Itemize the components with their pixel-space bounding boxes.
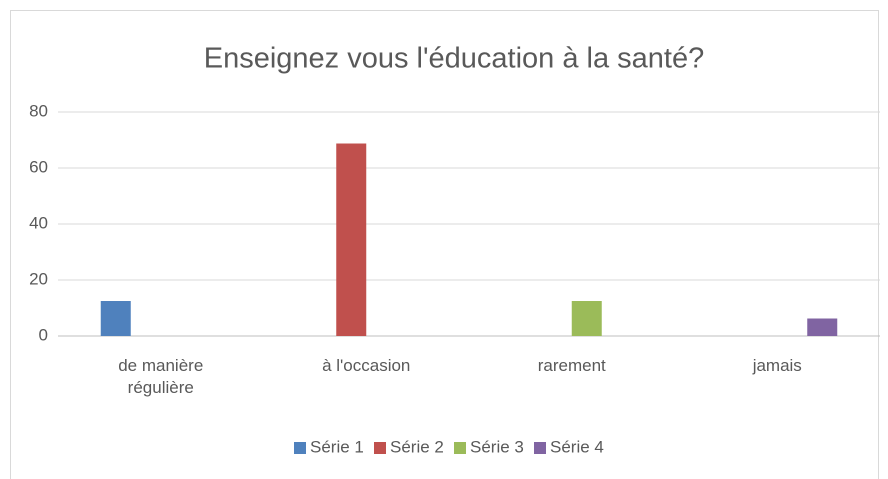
bar — [807, 318, 838, 336]
legend-swatch — [374, 442, 386, 454]
legend-label: Série 2 — [390, 437, 444, 456]
x-tick-label: à l'occasion — [322, 356, 411, 375]
bar — [571, 301, 602, 336]
legend-swatch — [454, 442, 466, 454]
bar — [336, 143, 367, 336]
x-tick-label: de manière régulière — [118, 356, 204, 397]
legend-swatch — [534, 442, 546, 454]
bar — [100, 301, 131, 336]
x-tick-label: rarement — [537, 356, 606, 375]
y-tick-label: 80 — [29, 101, 48, 120]
legend-label: Série 3 — [470, 437, 524, 456]
chart-title: Enseignez vous l'éducation à la santé? — [204, 43, 705, 75]
legend-label: Série 4 — [550, 437, 604, 456]
y-tick-label: 0 — [39, 325, 48, 344]
y-tick-label: 40 — [29, 213, 48, 232]
x-tick-label: jamais — [752, 356, 802, 375]
legend-swatch — [294, 442, 306, 454]
legend-label: Série 1 — [310, 437, 364, 456]
chart-border — [10, 10, 879, 479]
y-tick-label: 60 — [29, 157, 48, 176]
y-tick-label: 20 — [29, 269, 48, 288]
